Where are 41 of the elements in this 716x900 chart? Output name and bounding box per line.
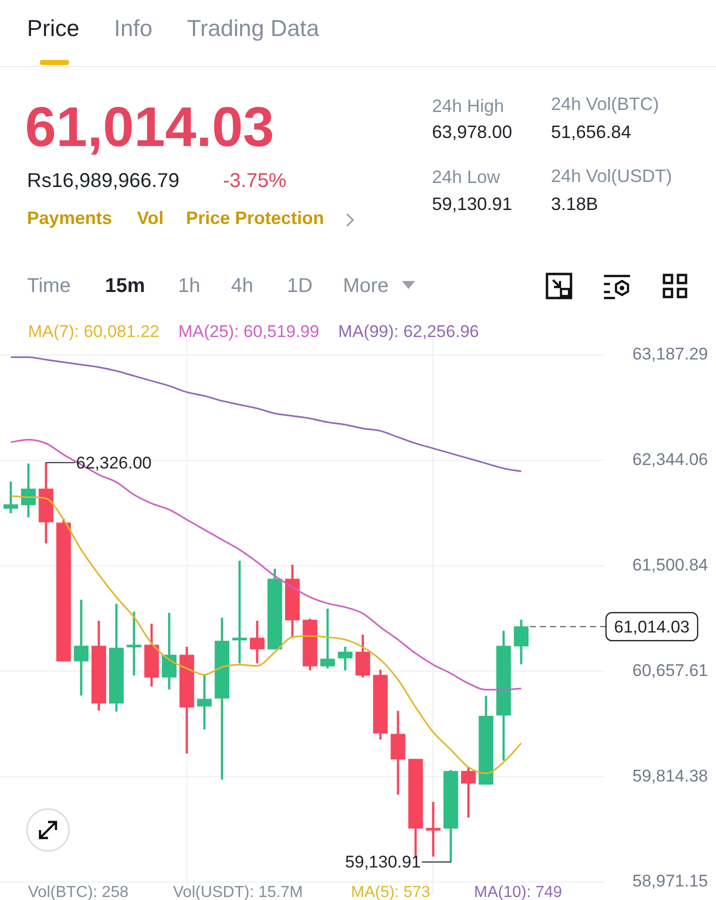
y-tick-label: 61,500.84 xyxy=(632,555,708,574)
text: 63,978.00 xyxy=(432,122,512,143)
text: 1h xyxy=(178,275,200,297)
y-tick-label: 59,814.38 xyxy=(632,766,708,786)
text: Info xyxy=(114,15,152,42)
text: Vol(BTC): 258 xyxy=(28,884,128,900)
text: MA(10): 749 xyxy=(474,884,562,900)
text: Price xyxy=(27,15,80,42)
text: MA(7): 60,081.22 xyxy=(28,322,160,341)
text: -3.75% xyxy=(223,170,286,192)
line-series xyxy=(10,356,522,472)
text: 24h Vol(USDT) xyxy=(551,166,672,187)
text: 51,656.84 xyxy=(551,122,632,143)
ref-line-label: 61,014.03 xyxy=(614,617,690,636)
text: 3.18B xyxy=(551,194,598,215)
text: Vol(USDT): 15.7M xyxy=(173,884,303,900)
text: Time xyxy=(27,275,71,297)
text: Trading Data xyxy=(187,15,320,42)
annotation: 59,130.91 xyxy=(345,852,421,872)
text: MA(99): 62,256.96 xyxy=(338,322,479,341)
text: MA(25): 60,519.99 xyxy=(178,322,320,341)
text: 15m xyxy=(105,275,146,297)
text: 24h High xyxy=(432,96,504,117)
text: 4h xyxy=(231,275,254,297)
text: 61,014.03 xyxy=(25,95,274,158)
text: 24h Low xyxy=(432,167,500,188)
y-tick-label: 63,187.29 xyxy=(632,344,708,364)
text: More xyxy=(343,275,389,297)
text: Rs16,989,966.79 xyxy=(27,170,180,192)
text: 59,130.91 xyxy=(432,194,512,215)
text: Price Protection xyxy=(186,208,324,229)
y-tick-label: 62,344.06 xyxy=(632,450,708,470)
y-tick-label: 58,971.15 xyxy=(632,872,708,891)
y-tick-label: 60,657.61 xyxy=(632,660,708,680)
text: Vol xyxy=(137,208,164,229)
text: Payments xyxy=(27,208,112,229)
text: 24h Vol(BTC) xyxy=(551,94,660,115)
text: 1D xyxy=(287,275,313,297)
annotation: 62,326.00 xyxy=(76,453,152,472)
text: MA(5): 573 xyxy=(351,884,430,900)
line-series xyxy=(10,438,522,690)
